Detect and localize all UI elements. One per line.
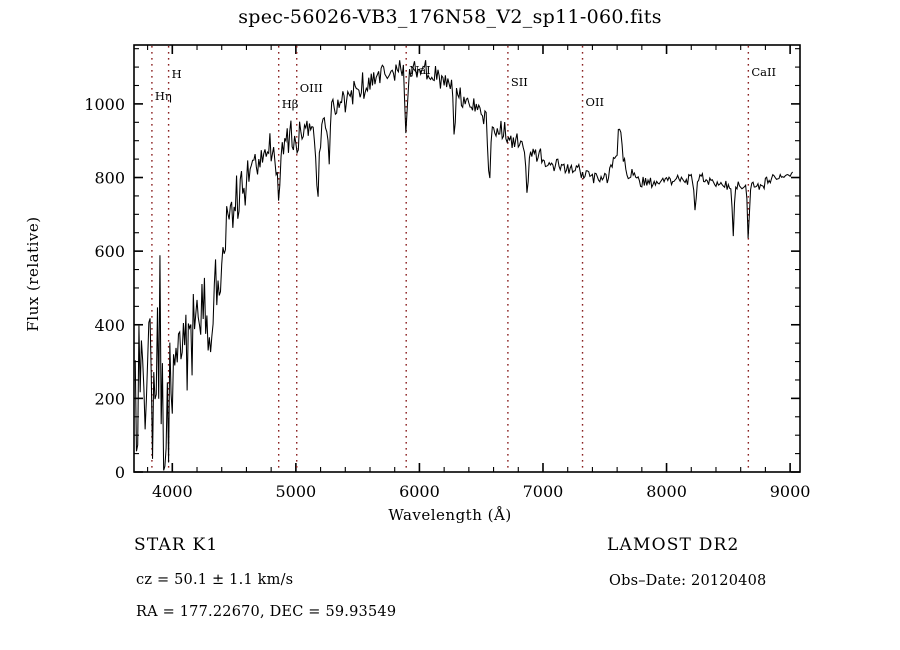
- axis-tick-labels: 4000 5000 6000 7000 8000 9000 0 200 400 600 800 100…: [84, 95, 810, 501]
- spectral-line-label: OII: [585, 95, 605, 109]
- x-tick-label: 6000: [399, 482, 440, 501]
- y-tick-label: 800: [94, 169, 125, 188]
- x-tick-label: 7000: [523, 482, 564, 501]
- page-title: spec-56026-VB3_176N58_V2_sp11-060.fits: [238, 6, 662, 28]
- spectral-line-label: SII: [510, 75, 528, 89]
- y-tick-label: 1000: [84, 95, 125, 114]
- y-tick-label: 400: [94, 316, 125, 335]
- spectral-line-label: NaI: [409, 63, 431, 77]
- spectral-line-label: CaII: [751, 65, 777, 79]
- axis-ticks: [134, 45, 800, 473]
- redshift-velocity-text: cz = 50.1 ± 1.1 km/s: [136, 572, 294, 588]
- coordinates-text: RA = 177.22670, DEC = 59.93549: [136, 604, 397, 620]
- spectral-line-label: OIII: [299, 81, 323, 95]
- x-tick-label: 4000: [152, 482, 193, 501]
- spectrum-trace: [134, 60, 794, 471]
- y-tick-label: 600: [94, 242, 125, 261]
- x-tick-label: 9000: [770, 482, 811, 501]
- spectral-line-label: Hη: [154, 89, 172, 103]
- y-axis-label: Flux (relative): [24, 216, 42, 332]
- x-axis-label: Wavelength (Å): [388, 506, 512, 524]
- spectral-line-label: H: [171, 67, 182, 81]
- object-type-text: STAR K1: [134, 535, 219, 555]
- survey-name-text: LAMOST DR2: [607, 535, 740, 555]
- y-tick-label: 200: [94, 389, 125, 408]
- spectral-line-label: Hβ: [281, 97, 299, 111]
- y-tick-label: 0: [115, 463, 125, 482]
- x-tick-label: 5000: [276, 482, 317, 501]
- x-tick-label: 8000: [646, 482, 687, 501]
- line-marker-group: [151, 46, 750, 471]
- observation-date-text: Obs–Date: 20120408: [609, 573, 767, 589]
- plot-frame: [133, 44, 801, 473]
